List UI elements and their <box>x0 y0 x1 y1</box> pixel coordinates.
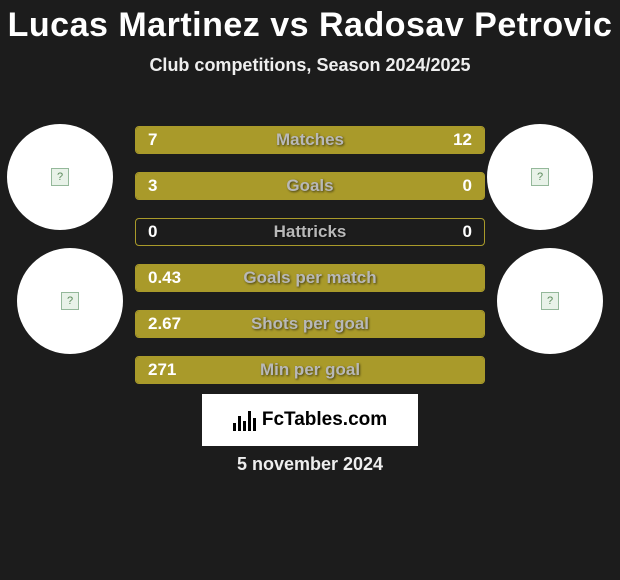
missing-image-icon: ? <box>541 292 559 310</box>
bar-left-fill <box>136 311 484 337</box>
bar-label: Hattricks <box>136 219 484 245</box>
missing-image-icon: ? <box>51 168 69 186</box>
bar-right-fill <box>442 173 484 199</box>
subtitle: Club competitions, Season 2024/2025 <box>0 55 620 76</box>
bar-left-fill <box>136 357 484 383</box>
bar-left-fill <box>136 265 484 291</box>
title-player1: Lucas Martinez <box>8 6 261 44</box>
stat-row-matches: Matches712 <box>135 126 485 154</box>
logo-text: FcTables.com <box>262 409 387 431</box>
stat-row-goals-per-match: Goals per match0.43 <box>135 264 485 292</box>
stats-bars: Matches712 Goals30 Hattricks0 0 Goals per ma… <box>135 126 485 402</box>
player2-club: ? <box>497 248 603 354</box>
logo-bars-icon <box>233 409 256 431</box>
bar-left-fill <box>136 127 264 153</box>
player1-photo: ? <box>7 124 113 230</box>
bar-right-fill <box>264 127 484 153</box>
missing-image-icon: ? <box>61 292 79 310</box>
stat-row-hattricks: Hattricks0 0 <box>135 218 485 246</box>
missing-image-icon: ? <box>531 168 549 186</box>
title-vs: vs <box>270 6 309 44</box>
bar-left-value: 0 <box>136 219 169 245</box>
page-title: Lucas Martinez vs Radosav Petrovic <box>0 0 620 45</box>
stat-row-min-per-goal: Min per goal271 <box>135 356 485 384</box>
stat-row-shots-per-goal: Shots per goal2.67 <box>135 310 485 338</box>
site-logo: FcTables.com <box>202 394 418 446</box>
stat-row-goals: Goals30 <box>135 172 485 200</box>
player2-photo: ? <box>487 124 593 230</box>
bar-right-value: 0 <box>451 219 484 245</box>
bar-left-fill <box>136 173 484 199</box>
date-text: 5 november 2024 <box>0 454 620 475</box>
player1-club: ? <box>17 248 123 354</box>
title-player2: Radosav Petrovic <box>319 6 612 44</box>
